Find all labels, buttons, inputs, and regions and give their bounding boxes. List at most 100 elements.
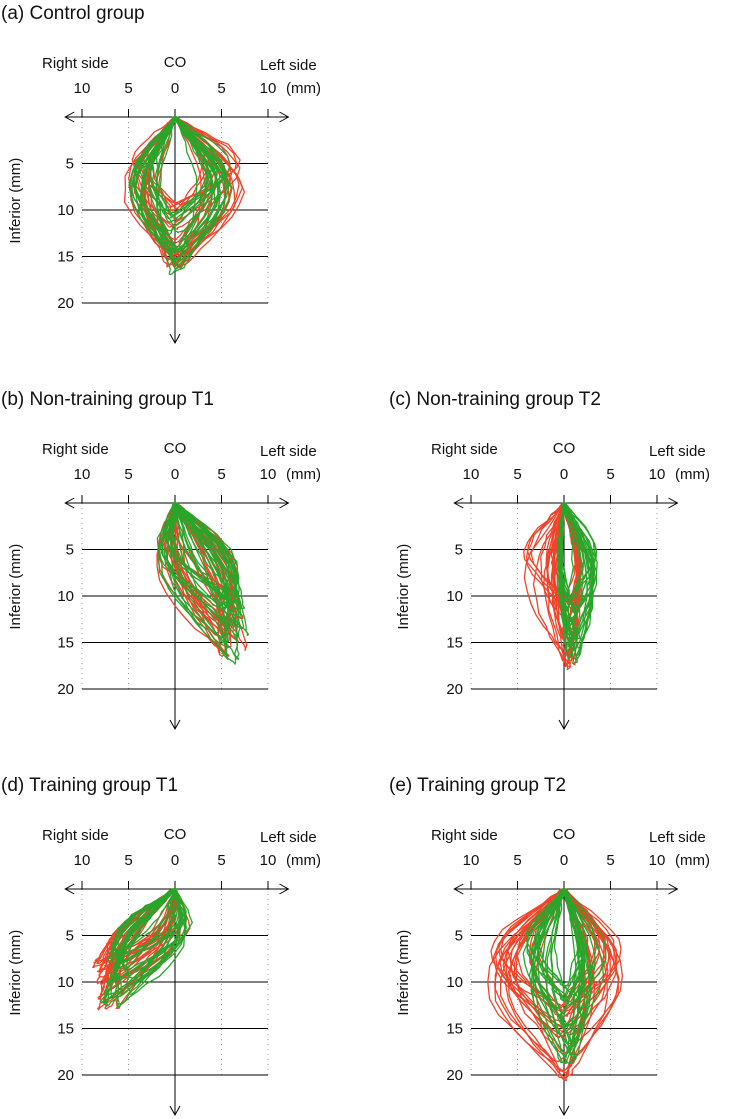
trace-green xyxy=(536,888,582,1000)
y-tick-label: 10 xyxy=(57,974,74,991)
x-tick-label: 5 xyxy=(606,852,614,869)
x-unit-label: (mm) xyxy=(286,466,321,483)
y-axis-label: Inferior (mm) xyxy=(7,544,24,630)
y-axis-arrow-down xyxy=(558,719,570,731)
panel-title: (c) Non-training group T2 xyxy=(389,389,601,410)
x-tick-label: 10 xyxy=(74,80,91,97)
x-tick-label: 5 xyxy=(217,466,225,483)
x-tick-label: 0 xyxy=(171,852,179,869)
x-label-right-side: Right side xyxy=(431,827,498,844)
trace-green xyxy=(134,116,213,253)
trace-green xyxy=(172,502,240,660)
x-label-right-side: Right side xyxy=(431,441,498,458)
x-tick-label: 10 xyxy=(649,852,666,869)
x-tick-label: 10 xyxy=(74,466,91,483)
y-tick-label: 10 xyxy=(57,588,74,605)
trace-green xyxy=(166,502,230,646)
trace-green xyxy=(105,888,187,996)
x-axis-arrow-left xyxy=(453,497,464,509)
y-axis-label: Inferior (mm) xyxy=(395,930,412,1016)
y-tick-label: 10 xyxy=(446,974,463,991)
y-axis-arrow-down xyxy=(169,719,181,731)
x-tick-label: 5 xyxy=(217,80,225,97)
x-tick-label: 0 xyxy=(171,466,179,483)
trace-green xyxy=(541,888,605,1043)
x-label-left-side: Left side xyxy=(260,443,317,460)
series-green xyxy=(556,502,598,665)
trace-green xyxy=(156,502,230,609)
panel-title: (a) Control group xyxy=(1,3,145,24)
x-label-left-side: Left side xyxy=(649,829,706,846)
y-tick-label: 10 xyxy=(446,588,463,605)
x-axis-arrow-right xyxy=(668,497,679,509)
trace-red xyxy=(551,502,582,668)
x-tick-label: 10 xyxy=(260,852,277,869)
x-label-right-side: Right side xyxy=(42,827,109,844)
panel-title: (d) Training group T1 xyxy=(1,775,178,796)
trace-green xyxy=(150,116,224,224)
x-tick-label: 5 xyxy=(606,466,614,483)
x-tick-label: 10 xyxy=(463,466,480,483)
x-unit-label: (mm) xyxy=(675,466,710,483)
y-axis-label: Inferior (mm) xyxy=(395,544,412,630)
trace-green xyxy=(120,888,177,965)
chart-panel-e: (e) Training group T2 Right side CO Left si… xyxy=(389,775,710,1117)
trace-green xyxy=(526,888,585,1005)
x-tick-label: 10 xyxy=(649,466,666,483)
y-tick-label: 5 xyxy=(455,928,463,945)
y-tick-label: 15 xyxy=(57,1021,74,1038)
trace-green xyxy=(156,116,219,253)
x-unit-label: (mm) xyxy=(286,852,321,869)
chart-panel-d: (d) Training group T1 Right side CO Left si… xyxy=(1,775,321,1117)
x-axis-arrow-left xyxy=(64,497,75,509)
y-tick-label: 15 xyxy=(446,1021,463,1038)
panel-title: (e) Training group T2 xyxy=(389,775,566,796)
x-tick-label: 5 xyxy=(513,852,521,869)
x-unit-label: (mm) xyxy=(286,80,321,97)
x-tick-label: 0 xyxy=(171,80,179,97)
trace-green xyxy=(546,888,583,1058)
y-axis-arrow-down xyxy=(169,333,181,345)
trace-green xyxy=(171,502,240,605)
x-unit-label: (mm) xyxy=(675,852,710,869)
trace-green xyxy=(101,888,181,1005)
chart-panel-b: (b) Non-training group T1 Right side CO Lef… xyxy=(1,389,321,731)
y-axis-arrow-down xyxy=(558,1105,570,1117)
y-tick-label: 5 xyxy=(66,156,74,173)
series-green xyxy=(522,888,607,1065)
y-tick-label: 20 xyxy=(57,1067,74,1084)
trace-green xyxy=(106,888,179,964)
series-green xyxy=(156,502,250,665)
x-label-co: CO xyxy=(164,440,187,457)
y-tick-label: 5 xyxy=(66,542,74,559)
y-tick-label: 20 xyxy=(57,681,74,698)
chart-panel-c: (c) Non-training group T2 Right side CO Lef… xyxy=(389,389,710,731)
x-label-right-side: Right side xyxy=(42,441,109,458)
x-tick-label: 10 xyxy=(260,80,277,97)
y-tick-label: 10 xyxy=(57,202,74,219)
trace-green xyxy=(524,888,589,987)
panel-title: (b) Non-training group T1 xyxy=(1,389,214,410)
x-label-co: CO xyxy=(164,826,187,843)
trace-green xyxy=(149,116,231,214)
x-label-left-side: Left side xyxy=(649,443,706,460)
x-tick-label: 5 xyxy=(124,852,132,869)
y-axis-label: Inferior (mm) xyxy=(7,158,24,244)
trace-green xyxy=(172,502,227,644)
x-label-co: CO xyxy=(553,826,576,843)
trace-green xyxy=(553,888,607,1006)
x-axis-arrow-right xyxy=(279,883,290,895)
y-axis-label: Inferior (mm) xyxy=(7,930,24,1016)
trace-green xyxy=(117,888,186,962)
x-label-co: CO xyxy=(164,54,187,71)
trace-green xyxy=(173,502,245,630)
y-tick-label: 5 xyxy=(455,542,463,559)
x-tick-label: 5 xyxy=(217,852,225,869)
x-label-left-side: Left side xyxy=(260,829,317,846)
x-tick-label: 10 xyxy=(463,852,480,869)
trace-green xyxy=(160,502,237,625)
x-axis-arrow-right xyxy=(668,883,679,895)
x-label-co: CO xyxy=(553,440,576,457)
x-tick-label: 10 xyxy=(260,466,277,483)
x-axis-arrow-left xyxy=(64,111,75,123)
